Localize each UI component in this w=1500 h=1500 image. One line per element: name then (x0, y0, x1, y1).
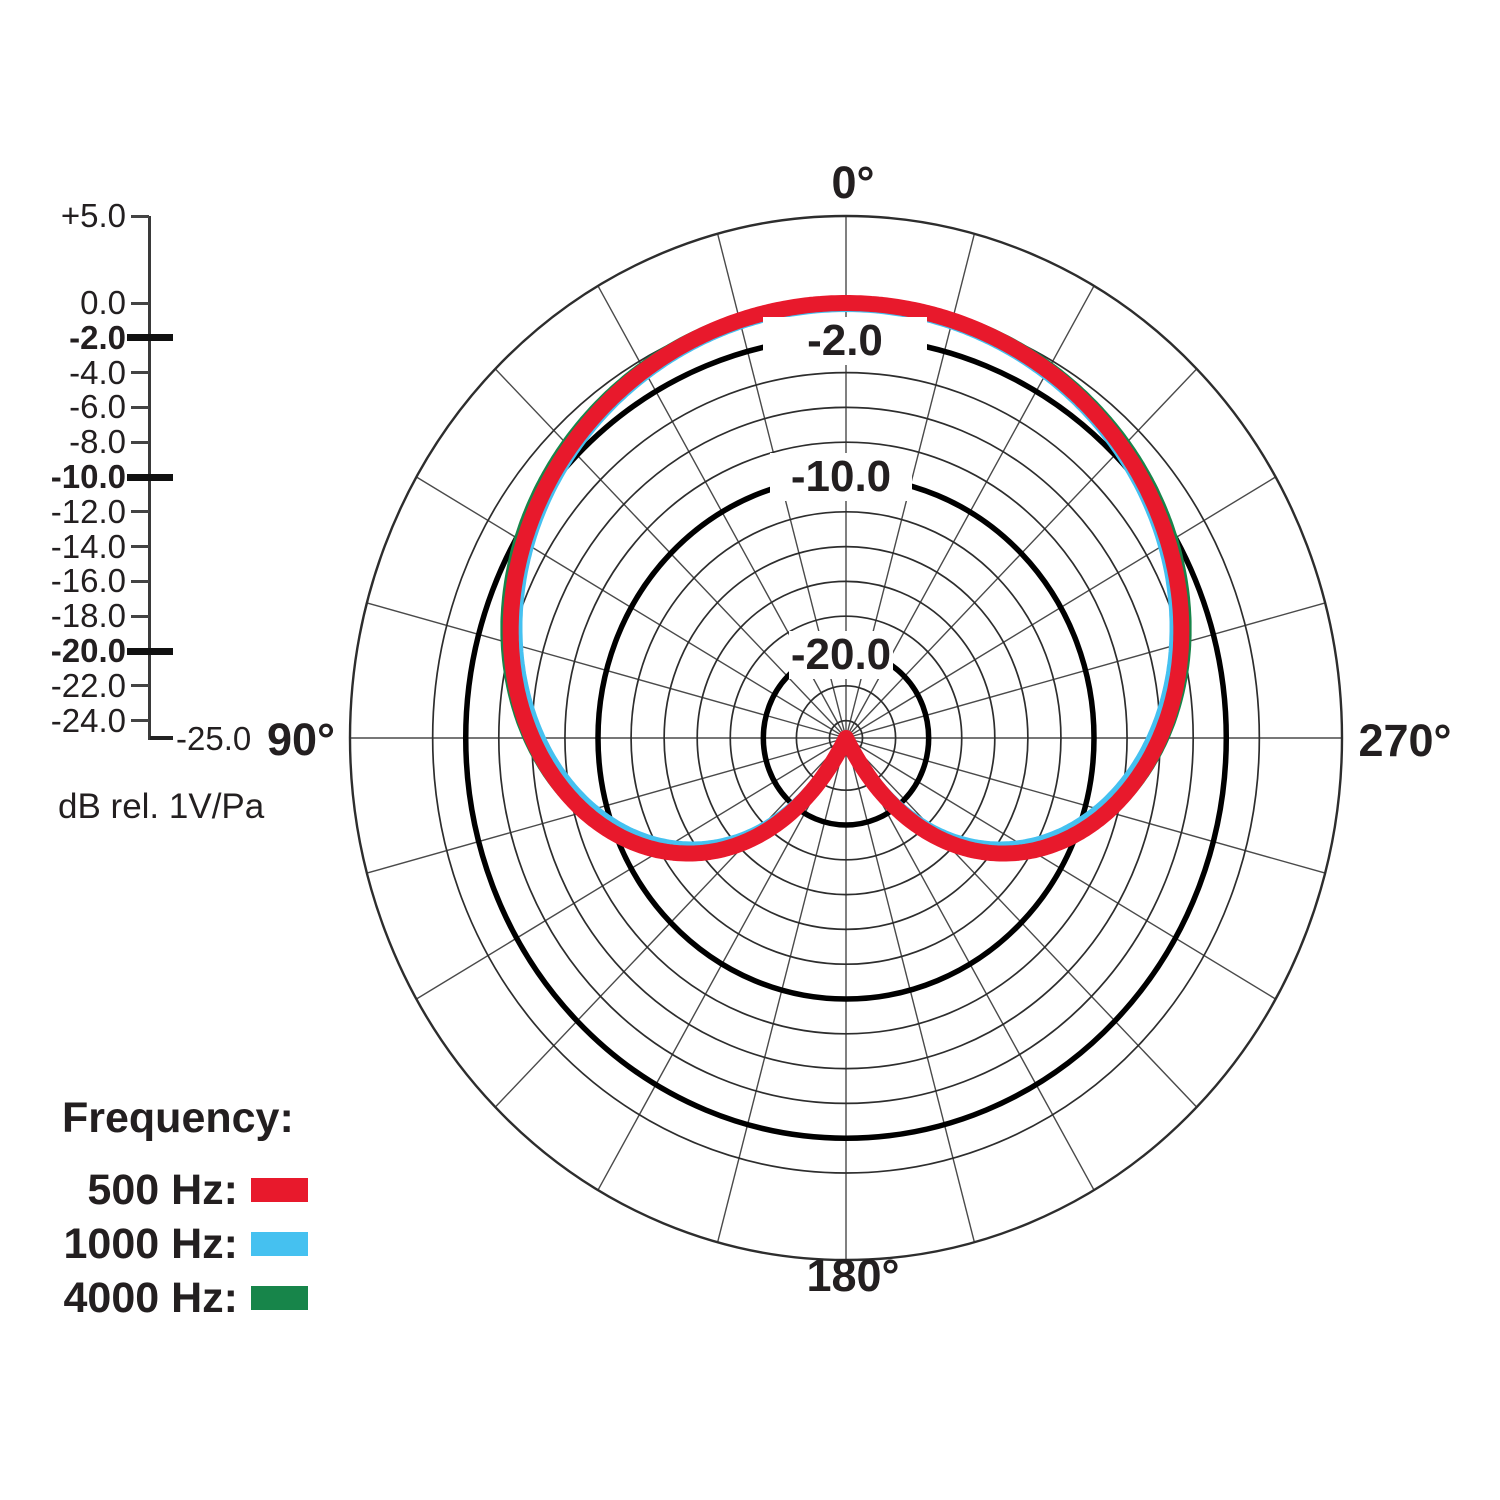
scale-tick (127, 473, 173, 481)
scale-tick (131, 214, 149, 218)
scale-tick-label: -14.0 (50, 527, 126, 565)
grid-ring (696, 580, 996, 896)
scale-tick (127, 334, 173, 342)
scale-end-label: -25.0 (176, 720, 252, 757)
scale-tick (131, 440, 149, 444)
legend-swatch (251, 1178, 308, 1202)
scale-tick-label: 0.0 (80, 284, 126, 321)
legend-row: 4000 Hz: (0, 1271, 308, 1325)
scale-tick (131, 301, 149, 305)
ring-label-minus-10db: -10.0 (770, 453, 912, 501)
grid-ring (663, 545, 1029, 931)
legend-title: Frequency: (62, 1094, 294, 1142)
angle-label-180: 180° (806, 1250, 900, 1301)
pattern-curve-500hz (502, 295, 1190, 862)
angle-label-90: 90° (266, 714, 336, 765)
legend-swatch (251, 1232, 308, 1256)
angle-label-0: 0° (831, 157, 875, 208)
scale-tick (131, 579, 149, 583)
scale-tick (127, 647, 173, 655)
legend-row: 500 Hz: (0, 1163, 308, 1217)
legend-label: 1000 Hz: (63, 1219, 238, 1268)
scale-tick-label: -8.0 (69, 423, 126, 461)
scale-tick-label: -2.0 (69, 318, 126, 356)
scale-tick-label: -10.0 (50, 458, 126, 495)
radial-axis-unit-label: dB rel. 1V/Pa (58, 787, 265, 826)
scale-tick (131, 719, 149, 723)
grid-ring (348, 214, 1344, 1262)
scale-tick (131, 614, 149, 618)
grid-ring (795, 684, 897, 792)
ring-label-minus-20db: -20.0 (789, 630, 893, 679)
grid-ring (828, 719, 864, 757)
legend-swatch (251, 1286, 308, 1310)
angle-label-270: 270° (1358, 715, 1452, 766)
scale-tick-label: -12.0 (50, 492, 126, 530)
grid-ring (729, 615, 963, 861)
legend-label: 500 Hz: (87, 1165, 238, 1214)
scale-tick-label: -6.0 (69, 388, 126, 426)
legend: 500 Hz: 1000 Hz: 4000 Hz: (0, 1163, 308, 1325)
ring-label-minus-2db: -2.0 (763, 317, 927, 365)
scale-tick-label: -20.0 (50, 632, 126, 669)
legend-label: 4000 Hz: (63, 1273, 238, 1322)
scale-tick-label: -16.0 (50, 562, 126, 600)
scale-axis-foot (150, 736, 173, 740)
scale-tick-label: -4.0 (69, 353, 126, 391)
grid-ring (630, 510, 1062, 966)
scale-tick-label: -18.0 (50, 597, 126, 635)
scale-tick (131, 405, 149, 409)
legend-row: 1000 Hz: (0, 1217, 308, 1271)
scale-tick (131, 371, 149, 375)
grid-ring (497, 371, 1195, 1105)
scale-tick (131, 684, 149, 688)
scale-tick-label: +5.0 (60, 197, 126, 234)
scale-tick-label: -22.0 (50, 666, 126, 704)
scale-tick (131, 545, 149, 549)
grid-ring (564, 441, 1128, 1035)
scale-tick (131, 510, 149, 514)
scale-tick-label: -24.0 (50, 701, 126, 739)
